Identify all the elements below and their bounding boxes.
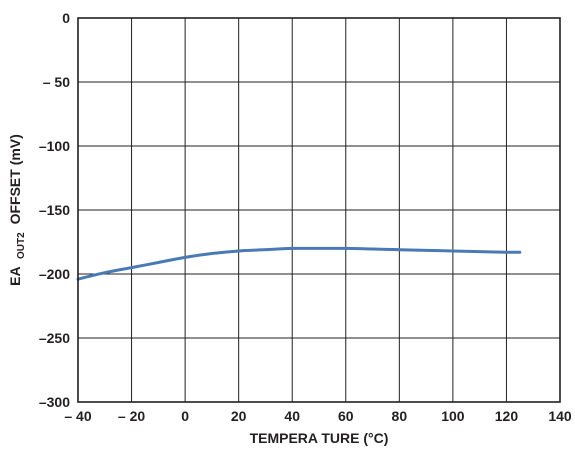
y-axis-title-subscript: OUT2 — [16, 232, 27, 259]
y-tick-label: –200 — [39, 266, 70, 282]
series-layer — [76, 246, 522, 281]
x-tick-label: 120 — [495, 408, 519, 424]
x-tick-label: 20 — [231, 408, 247, 424]
y-tick-label: –300 — [39, 394, 70, 410]
x-tick-label: 60 — [338, 408, 354, 424]
y-tick-label: –100 — [39, 138, 70, 154]
y-axis-title-suffix: OFFSET (mV) — [7, 134, 23, 224]
series-line-0 — [76, 246, 522, 281]
x-tick-label: 100 — [441, 408, 465, 424]
x-tick-label: – 20 — [118, 408, 145, 424]
grid — [78, 18, 560, 402]
x-tick-label: 40 — [284, 408, 300, 424]
y-tick-labels: 0 – 50 –100 –150 –200 –250 –300 — [39, 10, 70, 410]
x-tick-label: 0 — [181, 408, 189, 424]
y-axis-title: EA OUT2 OFFSET (mV) — [7, 134, 27, 286]
x-tick-label: – 40 — [64, 408, 91, 424]
x-axis-title: TEMPERA TURE (°C) — [250, 430, 389, 446]
x-tick-label: 140 — [548, 408, 572, 424]
y-tick-label: –250 — [39, 330, 70, 346]
x-tick-labels: – 40 – 20 0 20 40 60 80 100 120 140 — [64, 408, 572, 424]
y-tick-label: 0 — [62, 10, 70, 26]
y-tick-label: –150 — [39, 202, 70, 218]
x-tick-label: 80 — [392, 408, 408, 424]
y-tick-label: – 50 — [43, 74, 70, 90]
y-axis-title-prefix: EA — [7, 266, 23, 285]
plot-frame — [77, 17, 561, 403]
